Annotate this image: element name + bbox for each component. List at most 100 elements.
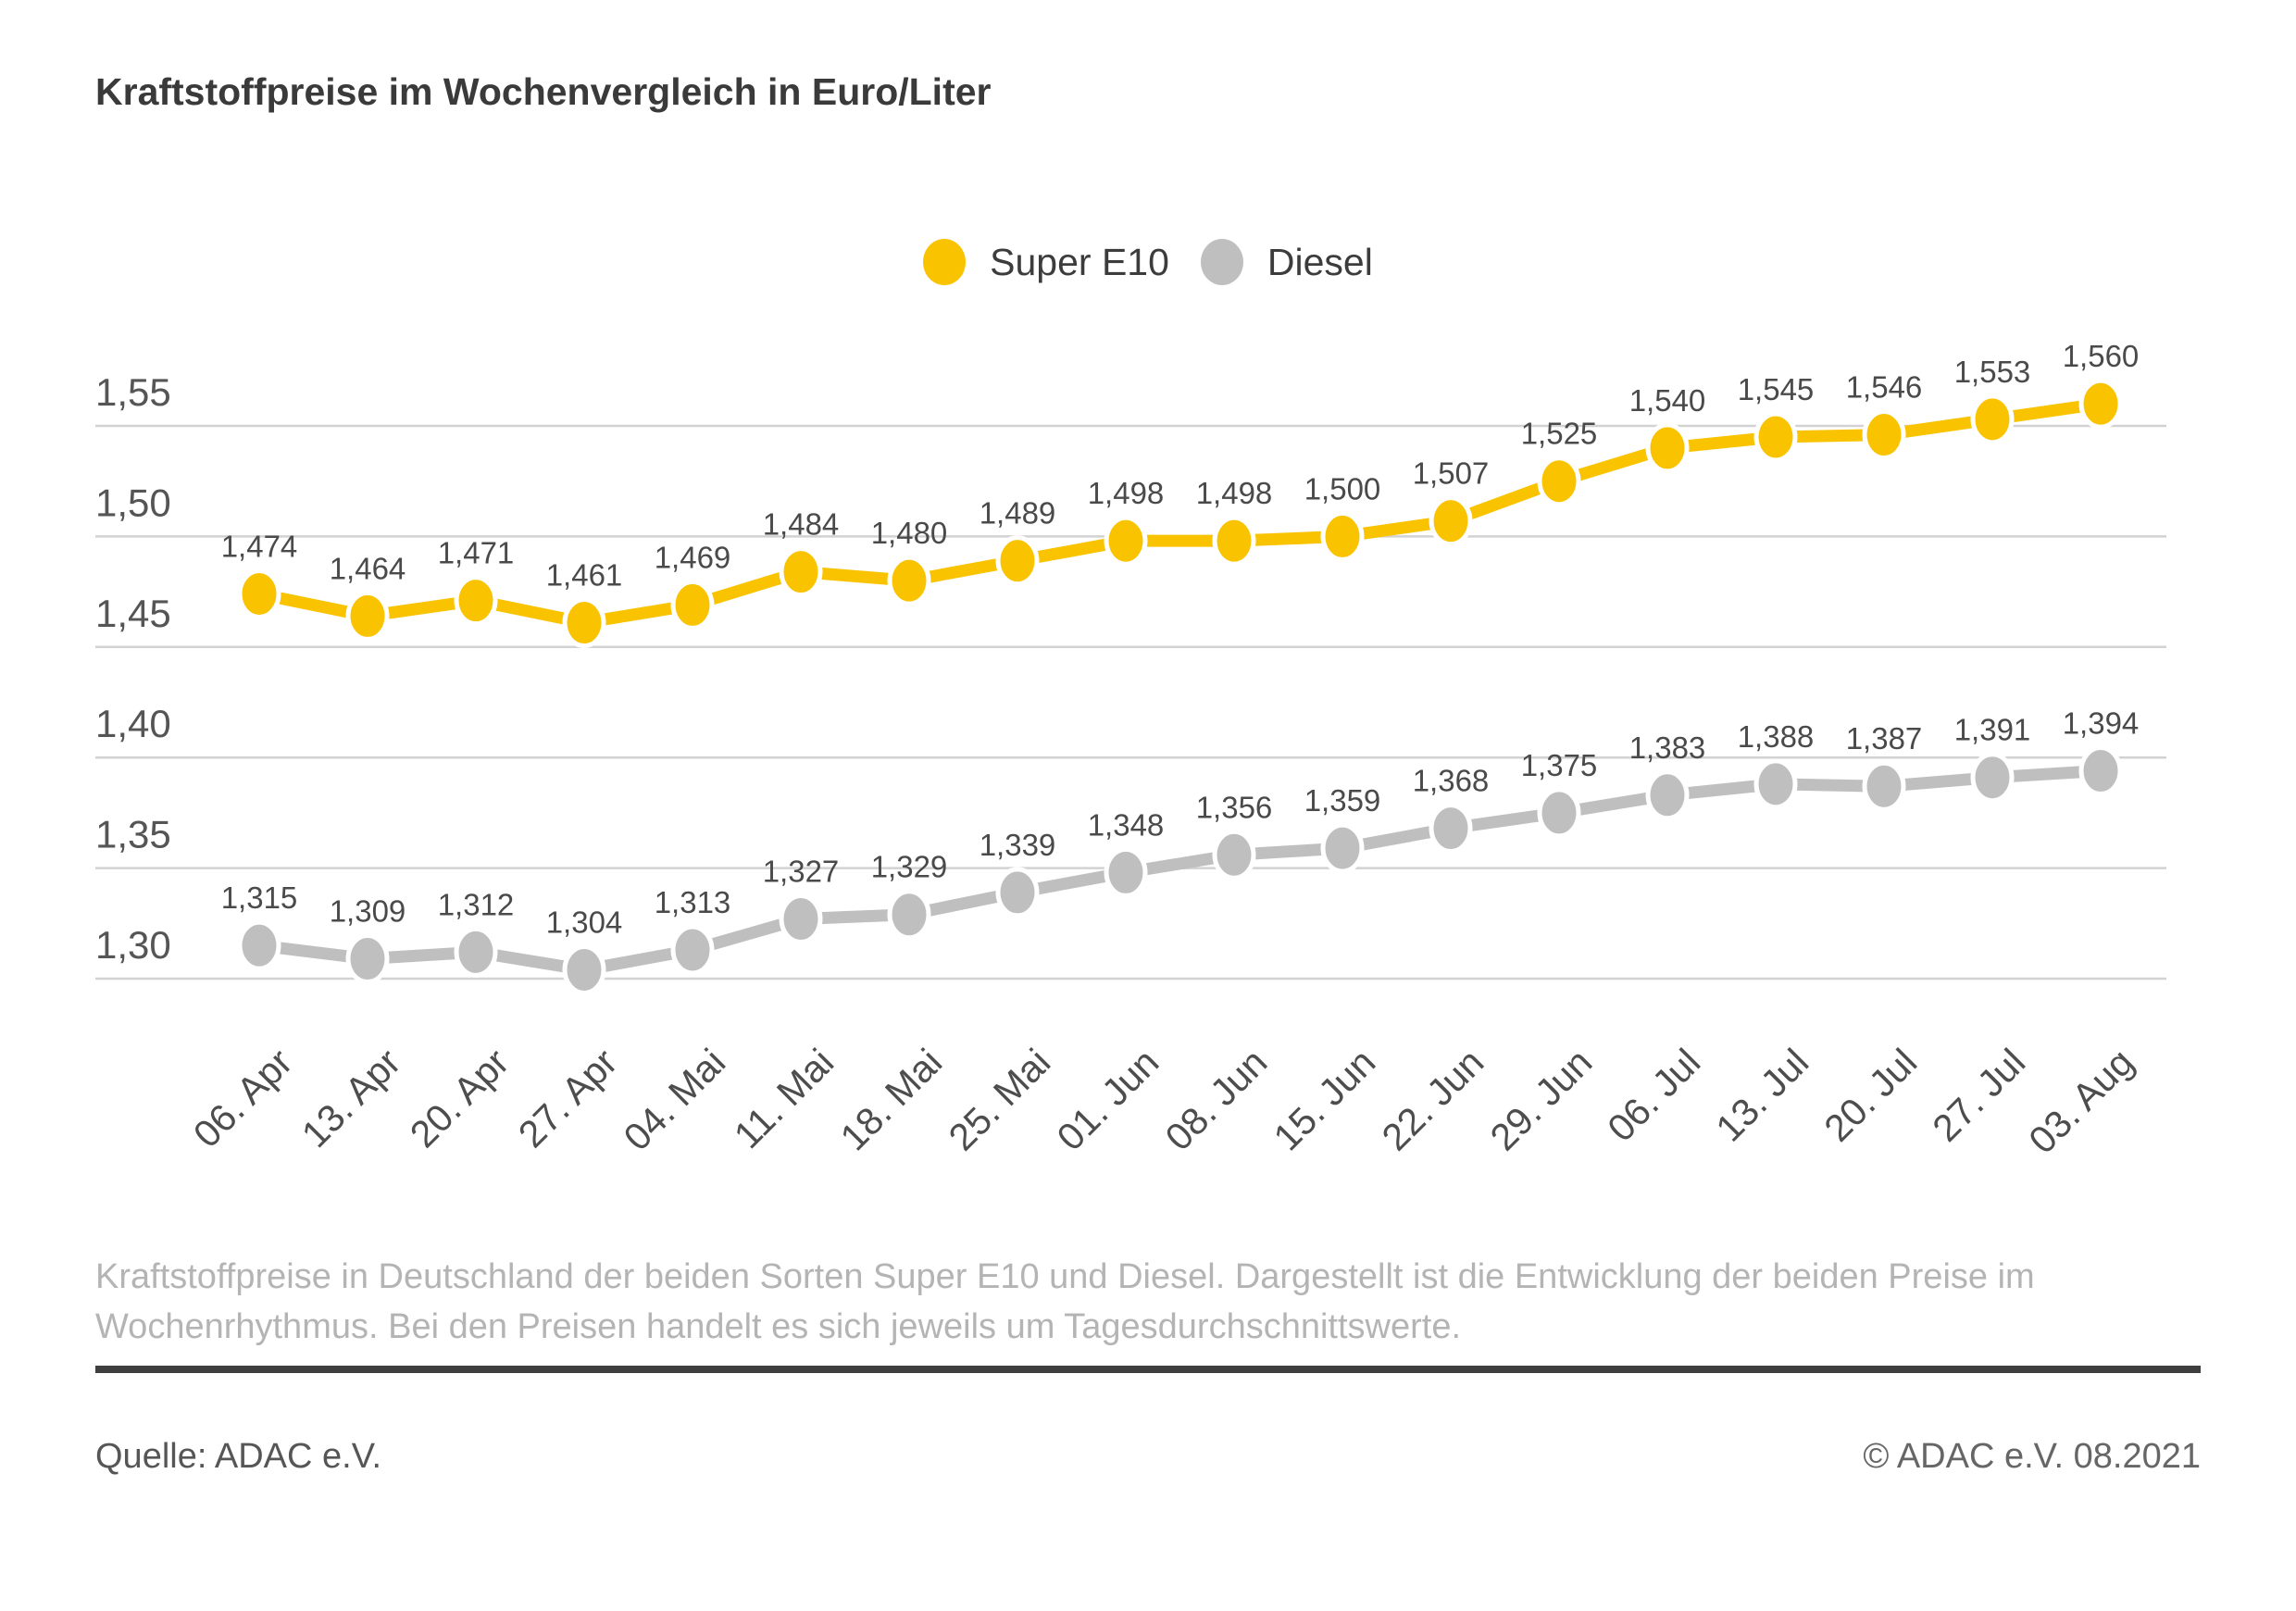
- x-tick-label-06-apr: 06. Apr: [185, 1041, 300, 1155]
- x-tick-label-11-mai: 11. Mai: [726, 1041, 842, 1156]
- value-label-diesel: 1,327: [763, 855, 840, 889]
- data-point-super-e10: [1645, 422, 1690, 474]
- data-point-super-e10: [1970, 393, 2015, 445]
- value-label-diesel: 1,313: [655, 885, 731, 919]
- value-label-super-e10: 1,498: [1088, 476, 1165, 510]
- x-tick-label-13-jul: 13. Jul: [1707, 1041, 1816, 1150]
- value-label-super-e10: 1,546: [1846, 370, 1923, 405]
- x-tick-label-04-mai: 04. Mai: [616, 1041, 734, 1159]
- x-tick-label-27-apr: 27. Apr: [510, 1041, 625, 1155]
- data-point-diesel: [2078, 745, 2123, 797]
- value-label-diesel: 1,312: [438, 887, 515, 921]
- value-label-diesel: 1,388: [1738, 719, 1815, 754]
- y-tick-label-1,40: 1,40: [95, 702, 171, 745]
- value-label-diesel: 1,309: [330, 894, 406, 929]
- value-label-diesel: 1,304: [546, 905, 623, 939]
- y-tick-label-1,50: 1,50: [95, 481, 171, 524]
- data-point-super-e10: [1753, 411, 1798, 463]
- data-point-diesel: [562, 943, 606, 995]
- data-point-super-e10: [995, 535, 1040, 587]
- x-tick-label-25-mai: 25. Mai: [941, 1041, 1059, 1159]
- copyright-text: © ADAC e.V. 08.2021: [1863, 1437, 2201, 1476]
- data-point-diesel: [779, 893, 823, 945]
- x-tick-label-18-mai: 18. Mai: [832, 1041, 951, 1159]
- value-label-diesel: 1,315: [221, 880, 298, 915]
- legend-item-super-e10: Super E10: [923, 239, 1169, 285]
- x-tick-label-13-apr: 13. Apr: [293, 1041, 408, 1155]
- data-point-diesel: [1212, 829, 1256, 880]
- data-point-diesel: [1320, 822, 1365, 874]
- x-tick-label-03-aug: 03. Aug: [2020, 1041, 2141, 1162]
- data-point-diesel: [995, 867, 1040, 918]
- data-point-super-e10: [1429, 495, 1473, 547]
- x-tick-label-29-jun: 29. Jun: [1482, 1041, 1601, 1159]
- value-label-super-e10: 1,469: [655, 540, 731, 574]
- value-label-diesel: 1,368: [1413, 764, 1490, 798]
- value-label-super-e10: 1,474: [221, 529, 298, 563]
- value-label-super-e10: 1,461: [546, 558, 623, 593]
- data-point-super-e10: [779, 546, 823, 598]
- chart-title: Kraftstoffpreise im Wochenvergleich in E…: [95, 70, 992, 113]
- data-point-diesel: [1537, 787, 1581, 839]
- data-point-super-e10: [562, 597, 606, 649]
- value-label-diesel: 1,356: [1196, 790, 1273, 824]
- data-point-super-e10: [1320, 510, 1365, 562]
- data-point-diesel: [237, 919, 281, 971]
- series-line-super-e10: [257, 397, 2102, 630]
- legend-dot-diesel: [1200, 239, 1243, 285]
- value-label-diesel: 1,394: [2063, 706, 2140, 741]
- value-label-diesel: 1,359: [1304, 783, 1381, 818]
- data-point-super-e10: [345, 590, 390, 642]
- y-tick-label-1,55: 1,55: [95, 370, 171, 414]
- data-point-diesel: [1429, 803, 1473, 855]
- value-label-super-e10: 1,498: [1196, 476, 1273, 510]
- value-label-super-e10: 1,464: [330, 551, 406, 585]
- x-tick-label-20-jul: 20. Jul: [1816, 1041, 1925, 1150]
- y-tick-label-1,35: 1,35: [95, 813, 171, 856]
- data-point-diesel: [1753, 758, 1798, 810]
- value-label-diesel: 1,391: [1954, 713, 2031, 747]
- data-point-super-e10: [670, 579, 715, 631]
- data-point-diesel: [345, 933, 390, 985]
- data-point-diesel: [887, 889, 931, 941]
- chart-description: Kraftstoffpreise in Deutschland der beid…: [95, 1252, 2040, 1352]
- value-label-diesel: 1,375: [1521, 748, 1598, 782]
- value-label-super-e10: 1,484: [763, 507, 840, 542]
- description-line-1: Kraftstoffpreise in Deutschland der beid…: [95, 1257, 2035, 1296]
- data-point-super-e10: [1212, 515, 1256, 567]
- data-point-diesel: [1645, 769, 1690, 821]
- value-label-diesel: 1,387: [1846, 721, 1923, 756]
- chart-legend: Super E10 Diesel: [0, 239, 2296, 285]
- value-label-super-e10: 1,545: [1738, 372, 1815, 406]
- value-label-super-e10: 1,480: [871, 516, 948, 550]
- y-tick-label-1,45: 1,45: [95, 592, 171, 635]
- value-label-super-e10: 1,507: [1413, 456, 1490, 491]
- data-point-diesel: [670, 924, 715, 976]
- data-point-diesel: [1970, 752, 2015, 804]
- data-point-super-e10: [1537, 456, 1581, 507]
- x-tick-label-08-jun: 08. Jun: [1157, 1041, 1276, 1159]
- legend-dot-super-e10: [923, 239, 967, 285]
- data-point-diesel: [1104, 846, 1148, 898]
- x-tick-label-01-jun: 01. Jun: [1049, 1041, 1167, 1159]
- value-label-super-e10: 1,489: [980, 496, 1056, 531]
- data-point-diesel: [1862, 760, 1906, 812]
- y-tick-label-1,30: 1,30: [95, 923, 171, 967]
- x-tick-label-20-apr: 20. Apr: [402, 1041, 517, 1155]
- data-point-super-e10: [1862, 409, 1906, 461]
- x-tick-label-27-jul: 27. Jul: [1924, 1041, 2033, 1150]
- value-label-diesel: 1,329: [871, 850, 948, 884]
- data-point-super-e10: [454, 575, 498, 627]
- value-label-diesel: 1,339: [980, 828, 1056, 862]
- x-tick-label-06-jul: 06. Jul: [1599, 1041, 1708, 1150]
- legend-label-diesel: Diesel: [1267, 240, 1373, 283]
- data-point-diesel: [454, 926, 498, 978]
- x-tick-label-22-jun: 22. Jun: [1374, 1041, 1492, 1159]
- data-point-super-e10: [237, 568, 281, 619]
- source-text: Quelle: ADAC e.V.: [95, 1437, 382, 1476]
- value-label-super-e10: 1,525: [1521, 417, 1598, 451]
- divider-rule: [95, 1366, 2201, 1373]
- fuel-price-line-chart: 1,55 1,50 1,45 1,40 1,35 1,30 1,474 1,464 1,471 1…: [95, 339, 2166, 1162]
- description-line-2: Wochenrhythmus. Bei den Preisen handelt …: [95, 1307, 1462, 1346]
